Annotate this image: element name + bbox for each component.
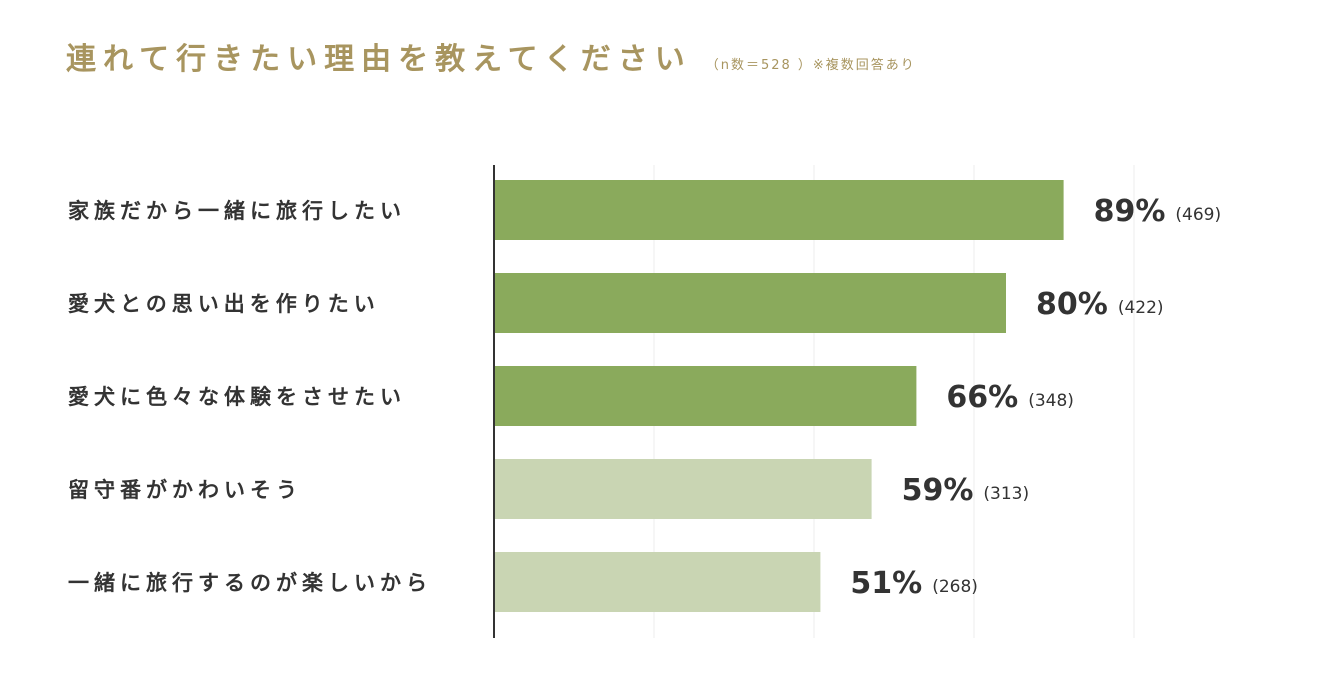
count-label: (313) <box>983 484 1029 504</box>
category-label: 愛犬との思い出を作りたい <box>68 292 380 316</box>
bar <box>494 459 872 519</box>
category-label: 家族だから一緒に旅行したい <box>68 199 406 223</box>
value-label: 51% <box>850 566 922 601</box>
chart-subtitle: （n数＝528 ）※複数回答あり <box>705 58 916 73</box>
count-label: (268) <box>932 577 978 597</box>
value-label: 80% <box>1036 287 1108 322</box>
bar <box>494 273 1006 333</box>
count-label: (422) <box>1118 298 1164 318</box>
chart-title: 連れて行きたい理由を教えてください <box>66 42 692 77</box>
category-label: 一緒に旅行するのが楽しいから <box>68 571 432 595</box>
chart-header: 連れて行きたい理由を教えてください （n数＝528 ）※複数回答あり <box>66 34 916 78</box>
count-label: (348) <box>1028 391 1074 411</box>
value-label: 66% <box>946 380 1018 415</box>
count-label: (469) <box>1175 205 1221 225</box>
category-label: 留守番がかわいそう <box>68 478 302 502</box>
value-label: 89% <box>1094 194 1166 229</box>
bar <box>494 552 821 612</box>
bar <box>494 180 1064 240</box>
bar <box>494 366 917 426</box>
category-label: 愛犬に色々な体験をさせたい <box>68 385 406 409</box>
value-label: 59% <box>902 473 974 508</box>
